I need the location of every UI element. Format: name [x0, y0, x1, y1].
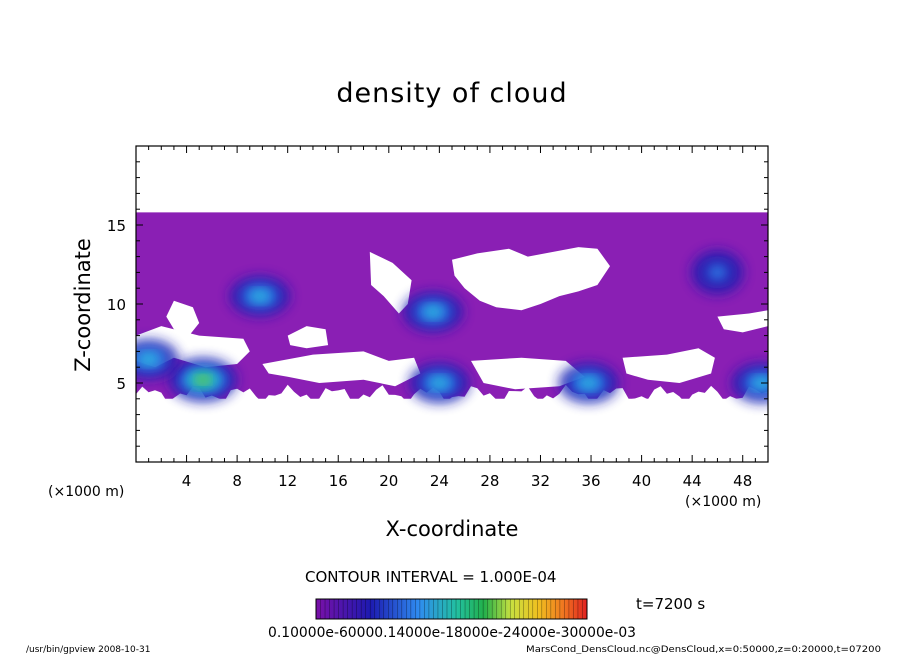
- clear-air: [369, 251, 412, 314]
- x-tick-label: 48: [733, 472, 752, 490]
- x-tick-label: 4: [182, 472, 192, 490]
- chart-title: density of cloud: [336, 78, 567, 109]
- clear-air: [262, 351, 421, 387]
- y-tick-label: 15: [107, 217, 126, 235]
- density-core: [580, 378, 597, 388]
- y-axis-title: Z-coordinate: [71, 238, 95, 372]
- density-core: [251, 291, 268, 302]
- colorbar-labels: 0.10000e-60000.14000e-18000e-24000e-3000…: [268, 625, 636, 641]
- density-core: [140, 354, 157, 365]
- density-core: [431, 378, 448, 388]
- clear-air: [717, 310, 768, 333]
- x-axis-unit: (×1000 m): [685, 494, 761, 510]
- clear-air-regions: [136, 247, 768, 462]
- x-tick-label: 36: [581, 472, 600, 490]
- y-tick-label: 10: [107, 296, 126, 314]
- clear-air: [622, 348, 715, 383]
- time-label: t=7200 s: [636, 595, 705, 613]
- x-tick-label: 24: [430, 472, 449, 490]
- footer-left: /usr/bin/gpview 2008-10-31: [26, 645, 150, 654]
- footer-right: MarsCond_DensCloud.nc@DensCloud,x=0:5000…: [526, 645, 881, 654]
- x-tick-label: 20: [379, 472, 398, 490]
- clear-air: [471, 357, 585, 390]
- clear-air: [166, 300, 200, 336]
- x-tick-label: 28: [480, 472, 499, 490]
- y-tick-label: 5: [116, 375, 126, 393]
- colorbar-ticks: [315, 599, 588, 619]
- contour-interval: CONTOUR INTERVAL = 1.000E-04: [305, 568, 556, 586]
- density-core: [197, 376, 208, 383]
- x-tick-label: 40: [632, 472, 651, 490]
- x-axis-title: X-coordinate: [386, 517, 519, 541]
- clear-air: [136, 398, 768, 462]
- clear-air: [452, 247, 610, 311]
- clear-air: [287, 326, 329, 349]
- x-tick-label: 16: [329, 472, 348, 490]
- colorbar: [315, 598, 588, 620]
- x-tick-label: 44: [683, 472, 702, 490]
- plot-area: [136, 212, 768, 462]
- density-core: [425, 306, 442, 317]
- dense-cloud-cores: [136, 250, 768, 403]
- density-core: [707, 264, 728, 281]
- density-core: [753, 378, 768, 388]
- x-tick-label: 12: [278, 472, 297, 490]
- x-tick-label: 32: [531, 472, 550, 490]
- x-tick-label: 8: [232, 472, 242, 490]
- y-axis-unit: (×1000 m): [48, 484, 124, 500]
